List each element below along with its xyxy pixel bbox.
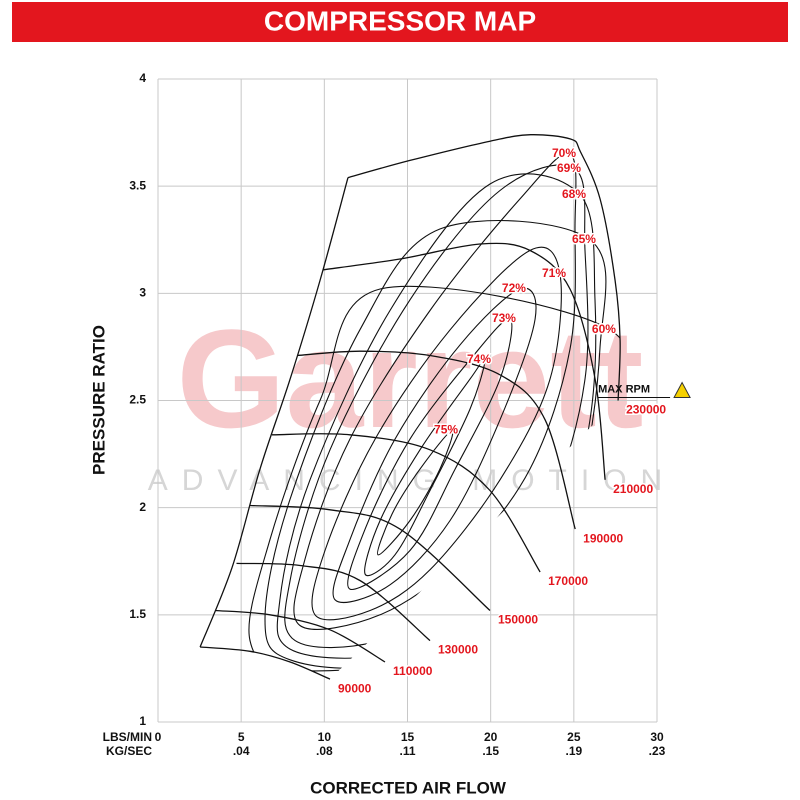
x2-tick-label: .15 [482,744,499,758]
warning-icon [673,381,691,398]
watermark-text: Garrett [177,300,644,457]
y-tick-label: 2.5 [129,393,146,407]
efficiency-label: 71% [542,266,566,280]
max-rpm-note: MAX RPM [598,383,650,395]
y-axis-title: PRESSURE RATIO [89,325,108,475]
x-tick-label: 20 [484,730,498,744]
watermark: Garrett ADVANCING MOTION [148,300,662,497]
y-tick-label: 3 [139,286,146,300]
speed-label: 90000 [338,681,372,695]
x-tick-label: 15 [401,730,415,744]
x2-row-label: KG/SEC [106,744,152,758]
x-tick-label: 0 [155,730,162,744]
speed-label: 170000 [548,574,588,588]
x-tick-label: 5 [238,730,245,744]
speed-label: 110000 [393,664,433,678]
efficiency-island [347,318,513,590]
efficiency-label: 72% [502,281,526,295]
efficiency-island [332,287,537,604]
speed-line [347,134,621,401]
x-row-label: LBS/MIN [103,730,152,744]
efficiency-label: 69% [557,161,581,175]
speed-label: 130000 [438,643,478,657]
speed-label: 190000 [583,531,623,545]
speed-line [215,609,386,663]
efficiency-label: 65% [572,232,596,246]
efficiency-label: 68% [562,187,586,201]
efficiency-label: 60% [592,322,616,336]
speed-line [249,504,491,611]
y-tick-label: 1 [139,714,146,728]
speed-line [271,433,541,573]
speed-line [200,646,331,680]
y-tick-label: 2 [139,500,146,514]
efficiency-label: 70% [552,146,576,160]
speed-label: 150000 [498,613,538,627]
speed-label: 210000 [613,482,653,496]
y-tick-label: 4 [139,71,146,85]
x-tick-label: 10 [318,730,332,744]
speed-line [322,242,606,480]
x2-tick-label: .08 [316,744,333,758]
speed-label: 230000 [626,403,666,417]
title-bar [12,2,788,42]
x2-tick-label: .11 [399,744,415,758]
efficiency-label: 75% [434,423,458,437]
speed-line [236,562,431,642]
x2-tick-label: .23 [649,744,666,758]
efficiency-label: 74% [467,352,491,366]
y-tick-label: 1.5 [129,607,146,621]
speed-line [297,350,576,530]
efficiency-island [377,429,454,556]
surge-line [199,177,349,648]
x2-tick-label: .19 [565,744,582,758]
x-tick-label: 25 [567,730,581,744]
y-tick-label: 3.5 [129,178,146,192]
efficiency-island [364,358,486,577]
efficiency-label: 73% [492,311,516,325]
chart-title: COMPRESSOR MAP [264,5,536,36]
x-tick-label: 30 [650,730,664,744]
x-axis-title: CORRECTED AIR FLOW [310,778,507,797]
x2-tick-label: .04 [233,744,250,758]
